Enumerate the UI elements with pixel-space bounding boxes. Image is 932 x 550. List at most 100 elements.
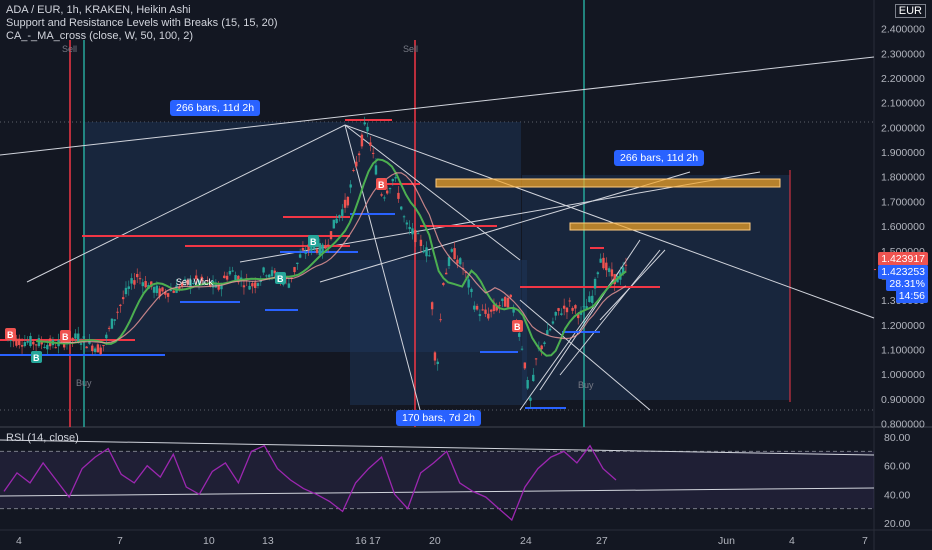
candle-body [605,262,608,271]
candle-body [386,190,389,194]
candle-body [332,219,336,229]
candle-body [442,282,445,286]
candle-body [425,247,428,257]
countdown-tag: 14:56 [895,289,928,303]
candle-body [574,305,577,309]
price-tick-label: 2.200000 [881,73,925,85]
candle-body [346,196,350,206]
candle-body [74,333,77,339]
time-tick-label: 16 [355,535,367,547]
candle-body [85,346,88,349]
candle-body [470,288,473,293]
candle-body [113,319,116,321]
candle-body [20,345,24,347]
trend-line [0,56,875,156]
candle-body [248,285,251,290]
candle-body [360,134,364,147]
candle-body [408,226,411,230]
symbol-title[interactable]: ADA / EUR, 1h, KRAKEN, Heikin Ashi [6,4,191,16]
candle-body [186,279,189,285]
candle-body [251,283,254,287]
trend-line [344,124,421,411]
candle-body [172,290,175,293]
candle-body [12,339,15,342]
candle-body [551,321,555,324]
candle-body [380,194,383,196]
candle-body [138,278,142,280]
price-tick-label: 1.100000 [881,344,925,356]
candle-body [119,304,122,307]
candle-body [124,287,128,295]
trend-line [26,124,346,283]
candle-body [127,286,130,289]
candle-body [534,358,538,360]
candle-body [582,306,586,308]
range-measure-label: 266 bars, 11d 2h [614,150,705,166]
candle-body [298,254,302,258]
moving-average-slow [59,172,627,344]
candle-body [374,165,378,175]
candle-body [18,338,21,346]
break-marker [308,235,319,247]
candle-body [475,305,479,310]
candle-body [624,264,628,266]
currency-badge[interactable]: EUR [894,4,926,18]
break-marker [275,272,286,284]
candle-body [568,300,571,302]
candle-body [518,333,521,337]
candle-body [200,276,204,282]
indicator-ma-cross[interactable]: CA_-_MA_cross (close, W, 50, 100, 2) [6,30,194,42]
time-tick-label: 4 [789,535,795,547]
candle-body [96,344,100,353]
candle-body [571,307,574,311]
candle-body [234,275,237,282]
candle-body [416,233,420,235]
time-tick-label: 17 [369,535,381,547]
candle-body [546,330,549,336]
candle-body [338,215,341,218]
price-tick-label: 2.100000 [881,98,925,110]
buy-label: Buy [76,378,92,388]
break-marker-label: B [310,237,317,247]
break-marker-label: B [514,322,521,332]
candle-body [444,272,448,275]
candle-body [419,239,423,247]
price-tick-label: 1.600000 [881,221,925,233]
candle-body [318,243,321,256]
candle-body [459,258,462,265]
candle-body [366,126,369,132]
crosshair-price-tag: 1.423253 [878,265,928,279]
channel-line [559,249,661,376]
candle-body [121,297,125,300]
candle-body [324,245,327,249]
candle-body [349,184,352,188]
indicator-sr-levels[interactable]: Support and Resistance Levels with Break… [6,17,278,29]
candle-body [481,309,484,311]
time-tick-label: 24 [520,535,532,547]
candle-body [315,249,319,253]
candle-body [447,257,451,266]
time-tick-label: 7 [117,535,123,547]
rsi-trend-line [0,487,875,497]
candle-body [77,333,80,342]
candle-body [223,275,226,279]
candle-body [602,257,605,269]
candle-body [607,268,611,273]
price-tick-label: 1.000000 [881,369,925,381]
candle-body [304,252,307,254]
candle-body [321,244,324,254]
price-tick-label: 0.900000 [881,394,925,406]
candle-body [422,250,425,253]
candle-body [484,309,487,314]
candle-body [529,397,532,401]
break-marker-label: B [378,180,385,190]
rsi-band [0,451,874,509]
candle-body [591,295,594,303]
candle-body [43,346,46,348]
candle-body [242,285,246,288]
candle-body [430,302,434,310]
candle-body [341,209,344,216]
rsi-title[interactable]: RSI (14, close) [6,432,79,444]
candle-body [133,280,136,285]
